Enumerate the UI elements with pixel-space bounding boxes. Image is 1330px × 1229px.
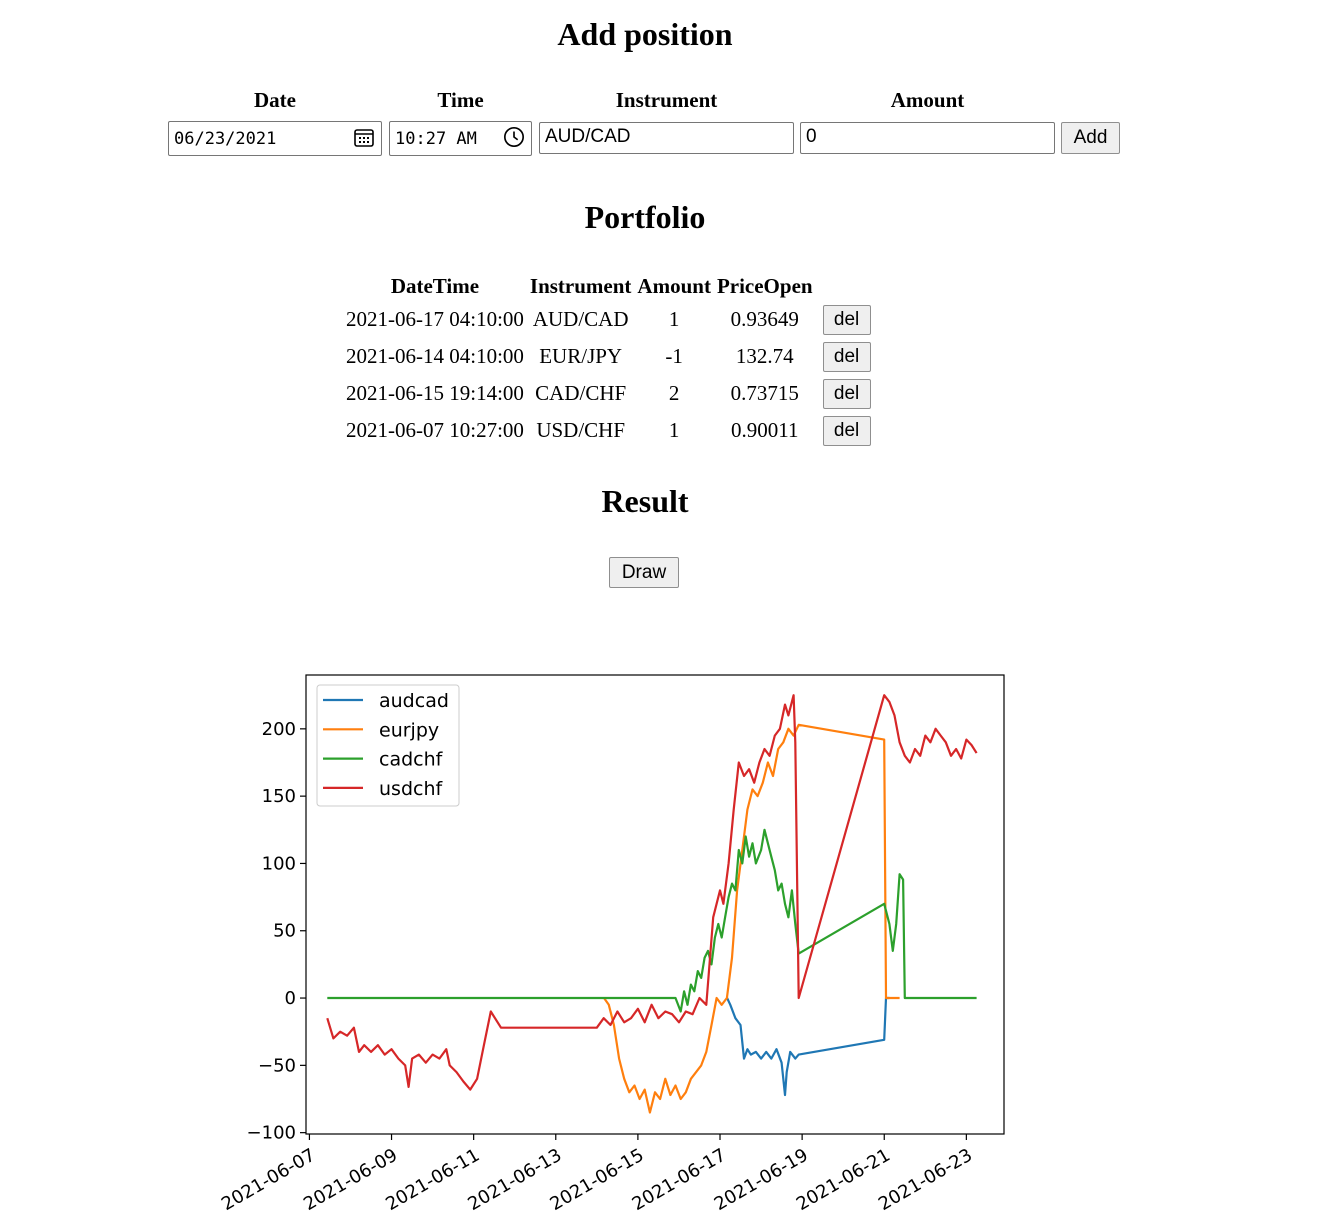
result-title: Result [601,483,689,519]
series-line-cadchf [327,828,977,1013]
cell-priceopen: 0.73715 [730,381,799,405]
chart-legend: audcad eurjpy cadchf usdchf [316,684,460,807]
legend-label-cadchf: cadchf [379,749,444,771]
cell-amount: -1 [665,344,683,368]
legend-label-audcad: audcad [379,690,449,712]
date-label: Date [254,88,296,112]
series-line-usdchf [326,694,978,1091]
column-header-priceopen: PriceOpen [716,273,813,298]
cell-amount: 2 [668,381,680,405]
cell-instrument: AUD/CAD [532,307,629,331]
instrument-input[interactable]: AUD/CAD [539,122,794,154]
clock-icon[interactable] [503,126,525,148]
delete-button[interactable]: del [822,304,871,335]
amount-label: Amount [890,88,965,112]
cell-amount: 1 [668,418,680,442]
cell-datetime: 2021-06-07 10:27:00 [346,418,524,442]
cell-priceopen: 0.90011 [731,418,799,442]
table-row: 2021-06-07 10:27:00 USD/CHF 1 0.90011 de… [343,412,874,449]
amount-input[interactable]: 0 [800,122,1055,154]
delete-button[interactable]: del [822,378,871,409]
instrument-label: Instrument [615,88,718,112]
table-row: 2021-06-17 04:10:00 AUD/CAD 1 0.93649 de… [343,301,874,338]
column-header-datetime: DateTime [390,273,480,298]
cell-action: del [816,412,874,449]
date-input[interactable]: 06/23/2021 [168,121,382,156]
delete-button[interactable]: del [822,415,871,446]
draw-button[interactable]: Draw [609,557,679,588]
plot-frame [305,674,1005,1135]
legend-box [316,684,460,807]
cell-instrument: CAD/CHF [535,381,627,405]
y-tick-label: 100 [262,853,296,874]
y-tick-label: −100 [247,1123,296,1144]
date-input-value: 06/23/2021 [174,128,277,149]
y-tick-label: −50 [258,1055,296,1076]
cell-action: del [816,338,874,375]
series-line-eurjpy [603,723,900,1114]
cell-datetime: 2021-06-14 04:10:00 [346,344,524,368]
time-input-value: 10:27 AM [395,128,477,149]
cell-priceopen: 0.93649 [730,307,799,331]
column-header-amount: Amount [637,273,711,298]
legend-label-eurjpy: eurjpy [379,719,439,741]
y-tick-label: 50 [273,921,296,942]
legend-label-usdchf: usdchf [379,778,443,800]
x-tick-label: 2021-06-23 [875,1145,976,1215]
cell-action: del [816,375,874,412]
time-input[interactable]: 10:27 AM [389,121,532,156]
chart-lines [326,694,978,1114]
cell-datetime: 2021-06-17 04:10:00 [346,307,524,331]
column-header-instrument: Instrument [529,273,632,298]
delete-button[interactable]: del [822,341,871,372]
y-tick-label: 0 [285,988,296,1009]
cell-instrument: USD/CHF [536,418,626,442]
portfolio-title: Portfolio [584,199,706,235]
cell-action: del [816,301,874,338]
series-line-audcad [726,996,890,1097]
add-position-title: Add position [557,16,733,52]
table-row: 2021-06-14 04:10:00 EUR/JPY -1 132.74 de… [343,338,874,375]
cell-priceopen: 132.74 [735,344,794,368]
cell-instrument: EUR/JPY [539,344,623,368]
add-button[interactable]: Add [1061,122,1120,154]
y-tick-label: 200 [262,719,296,740]
table-row: 2021-06-15 19:14:00 CAD/CHF 2 0.73715 de… [343,375,874,412]
table-header-row: DateTime Instrument Amount PriceOpen [343,271,874,301]
calendar-icon[interactable] [353,126,375,148]
portfolio-table: DateTime Instrument Amount PriceOpen 202… [343,271,874,449]
y-tick-label: 150 [262,786,296,807]
time-label: Time [437,88,484,112]
cell-amount: 1 [668,307,680,331]
cell-datetime: 2021-06-15 19:14:00 [346,381,524,405]
